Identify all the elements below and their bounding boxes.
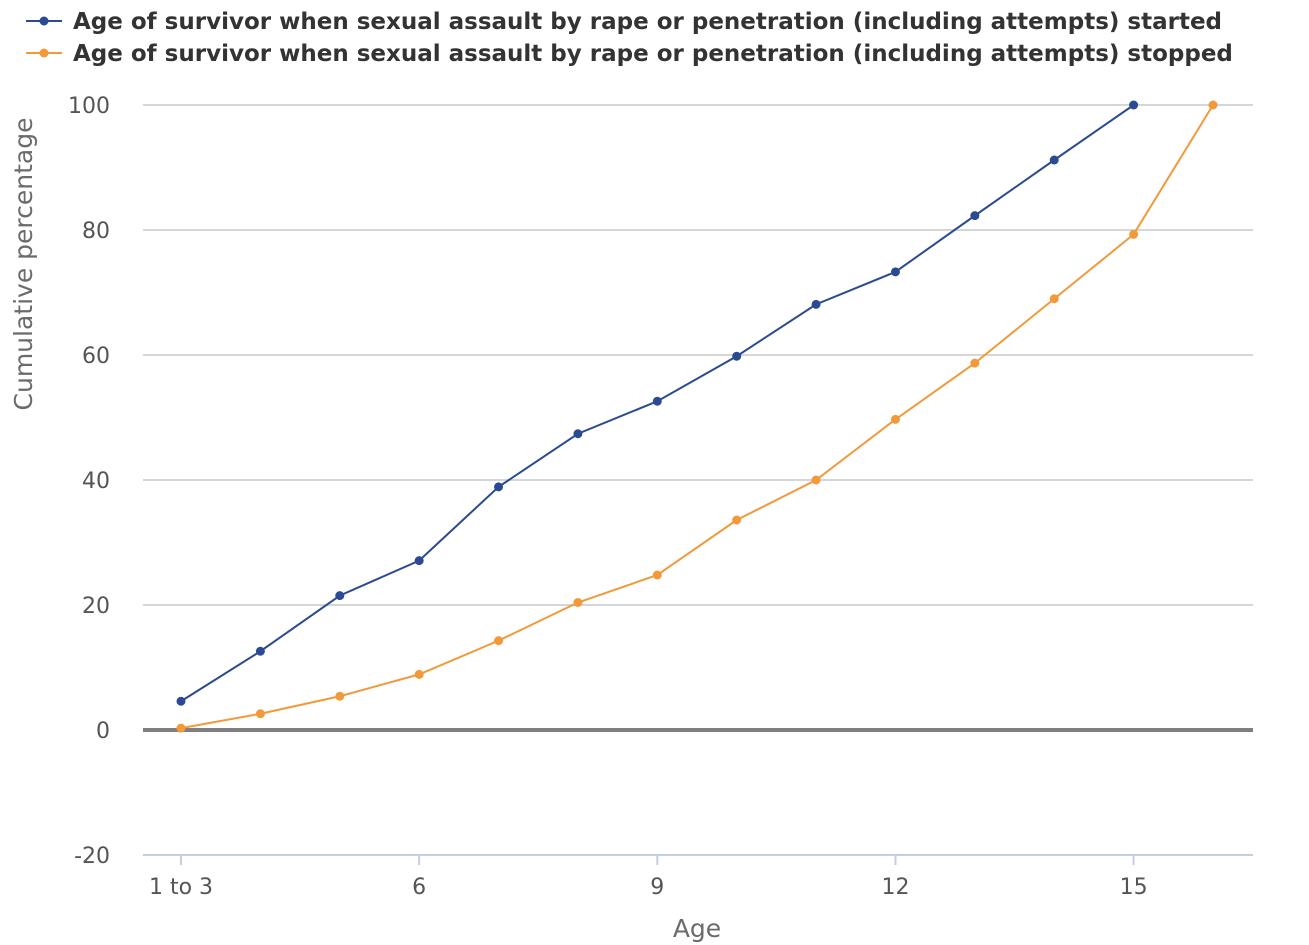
data-point: [1129, 229, 1139, 239]
y-tick-label: -20: [74, 844, 110, 869]
legend-label: Age of survivor when sexual assault by r…: [73, 9, 1222, 35]
x-tick-label: 1 to 3: [149, 875, 213, 900]
data-point: [890, 267, 900, 277]
y-tick-label: 60: [82, 344, 110, 369]
data-point: [652, 396, 662, 406]
series-line: [180, 104, 1214, 730]
data-point: [335, 691, 345, 701]
y-axis-title: Cumulative percentage: [9, 118, 38, 411]
legend-marker: [39, 16, 49, 26]
x-tick-label: 6: [412, 875, 426, 900]
legend-item: Age of survivor when sexual assault by r…: [26, 41, 1233, 67]
x-tick-label: 12: [881, 875, 909, 900]
x-axis: 1 to 3 6 9 12 15: [143, 854, 1253, 900]
data-point: [573, 429, 583, 439]
data-point: [494, 636, 504, 646]
series-2: [176, 100, 1218, 733]
data-point: [732, 351, 742, 361]
data-point: [176, 723, 186, 733]
y-tick-label: 40: [82, 469, 110, 494]
y-axis: -20 0 20 40 60 80 100: [68, 94, 110, 869]
x-tick-label: 15: [1120, 875, 1148, 900]
data-point: [573, 598, 583, 607]
gridlines: [143, 104, 1253, 732]
y-tick-label: 0: [96, 719, 110, 744]
data-point: [811, 299, 821, 309]
legend: Age of survivor when sexual assault by r…: [26, 9, 1233, 67]
y-tick-label: 100: [68, 94, 110, 119]
data-point: [335, 591, 345, 601]
data-point: [890, 414, 900, 424]
data-point: [732, 515, 742, 525]
series-layer: [176, 100, 1218, 733]
data-point: [970, 211, 980, 221]
data-point: [1129, 100, 1139, 110]
series-1: [176, 100, 1139, 706]
data-point: [1208, 100, 1218, 110]
data-point: [652, 570, 662, 580]
data-point: [176, 696, 186, 706]
legend-label: Age of survivor when sexual assault by r…: [73, 41, 1233, 67]
data-point: [255, 646, 265, 656]
legend-item: Age of survivor when sexual assault by r…: [26, 9, 1222, 35]
data-point: [494, 482, 504, 492]
y-tick-label: 20: [82, 594, 110, 619]
data-point: [970, 358, 980, 368]
data-point: [811, 475, 821, 485]
data-point: [1049, 155, 1059, 165]
data-point: [414, 556, 424, 566]
y-tick-label: 80: [82, 219, 110, 244]
x-tick-label: 9: [650, 875, 664, 900]
data-point: [1049, 294, 1059, 304]
x-axis-title: Age: [673, 914, 721, 943]
data-point: [414, 669, 424, 679]
data-point: [255, 709, 265, 719]
legend-marker: [39, 48, 49, 58]
